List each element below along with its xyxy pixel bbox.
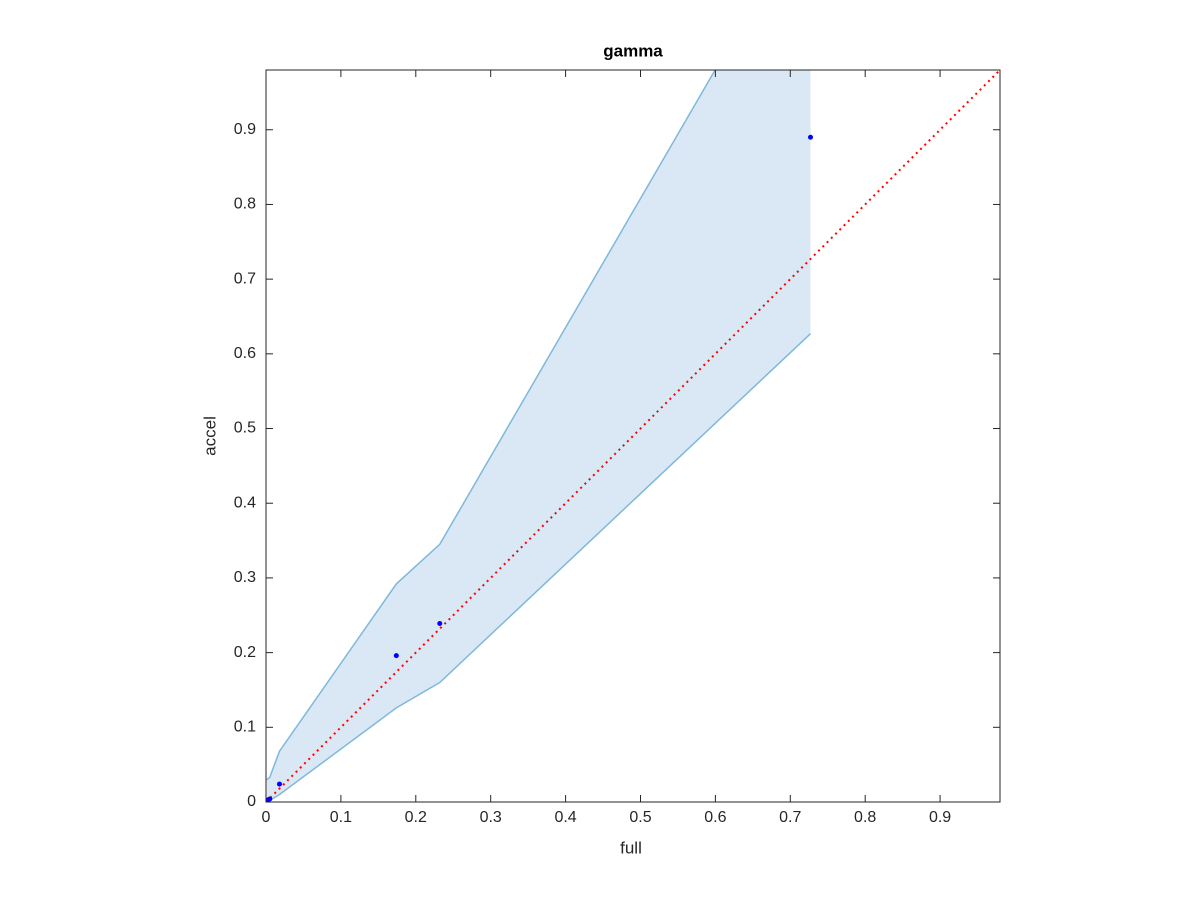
y-tick-label: 0.8 (234, 196, 256, 213)
chart-title: gamma (603, 41, 663, 60)
x-tick-label: 0 (262, 809, 271, 826)
plot-area (266, 70, 1000, 802)
x-tick-label: 0.6 (704, 809, 726, 826)
data-point (393, 653, 399, 659)
x-tick-label: 0.5 (629, 809, 651, 826)
axes: 0 0.1 0.2 0.3 0.4 0.5 0.6 0.7 0.8 0.9 0 0.1 0.2 0.3 0.… (234, 69, 1001, 826)
x-tick-label: 0.3 (480, 809, 502, 826)
x-axis-label: full (620, 838, 642, 857)
x-tick-label: 0.7 (779, 809, 801, 826)
y-tick-label: 0.4 (234, 494, 256, 511)
confidence-band (266, 70, 811, 802)
y-tick-label: 0.2 (234, 644, 256, 661)
y-tick-label: 0.3 (234, 569, 256, 586)
y-tick-label: 0.7 (234, 270, 256, 287)
x-tick-label: 0.4 (554, 809, 576, 826)
y-tick-label: 0.9 (234, 121, 256, 138)
y-tick-label: 0.6 (234, 345, 256, 362)
y-tick-label: 0.1 (234, 719, 256, 736)
y-tick-label: 0.5 (234, 420, 256, 437)
x-tick-label: 0.1 (330, 809, 352, 826)
x-tick-label: 0.2 (405, 809, 427, 826)
data-point (808, 134, 814, 140)
data-point (437, 620, 443, 626)
y-axis-label: accel (200, 416, 219, 456)
data-point (276, 781, 282, 787)
x-tick-label: 0.9 (929, 809, 951, 826)
x-tick-label: 0.8 (854, 809, 876, 826)
data-point (267, 796, 273, 802)
y-tick-label: 0 (247, 793, 256, 810)
axes-box (265, 69, 1001, 803)
band-upper-edge (266, 70, 716, 781)
